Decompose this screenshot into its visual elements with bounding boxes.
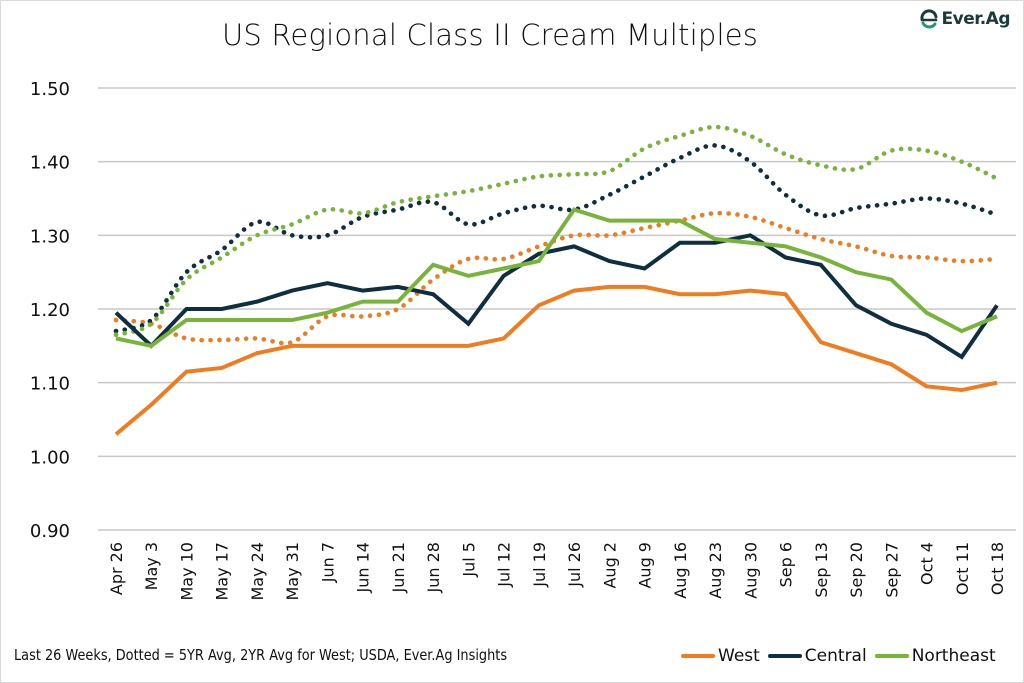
y-tick-label: 1.20 — [30, 300, 70, 321]
x-tick-label: Jun 14 — [354, 542, 373, 593]
x-tick-label: Sep 20 — [847, 542, 866, 598]
x-tick-label: Oct 4 — [918, 542, 937, 585]
x-tick-label: Aug 30 — [741, 542, 760, 599]
y-tick-label: 1.30 — [30, 226, 70, 247]
x-tick-label: Jul 26 — [565, 542, 584, 588]
x-tick-label: Jun 21 — [389, 542, 408, 593]
legend-item-central: Central — [767, 646, 867, 666]
everag-leaf-icon — [920, 9, 938, 29]
series-line-northeast — [115, 207, 998, 348]
y-tick-label: 1.50 — [30, 79, 70, 100]
legend-label-west: West — [718, 646, 760, 666]
brand-logo: Ever.Ag — [919, 9, 1011, 29]
legend-item-northeast: Northeast — [874, 646, 996, 666]
brand-logo-text: Ever.Ag — [941, 9, 1011, 29]
x-tick-label: May 10 — [177, 542, 196, 601]
chart-legend: West Central Northeast — [681, 646, 1004, 666]
x-tick-label: Jun 28 — [424, 542, 443, 593]
x-tick-label: Jul 19 — [530, 542, 549, 588]
x-tick-label: May 24 — [248, 542, 267, 601]
x-tick-label: Jul 12 — [495, 542, 514, 588]
x-tick-label: Oct 18 — [988, 542, 1007, 595]
legend-swatch-west — [681, 654, 715, 658]
x-tick-label: Sep 6 — [777, 542, 796, 587]
y-axis-tick-labels: 0.90 1.00 1.10 1.20 1.30 1.40 1.50 — [30, 79, 70, 542]
chart-title: US Regional Class II Cream Multiples — [221, 18, 759, 52]
y-tick-label: 1.00 — [30, 447, 70, 468]
y-tick-label: 1.40 — [30, 153, 70, 174]
x-tick-label: Jul 5 — [459, 542, 478, 578]
legend-swatch-northeast — [874, 654, 909, 658]
series-line-northeast_avg — [113, 124, 1000, 338]
x-tick-label: Jun 7 — [318, 542, 337, 583]
x-tick-label: May 31 — [283, 542, 302, 601]
legend-swatch-central — [767, 654, 802, 658]
x-tick-label: Sep 27 — [882, 542, 901, 598]
x-tick-label: Aug 9 — [636, 542, 655, 589]
x-tick-label: Aug 2 — [600, 542, 619, 589]
legend-item-west: West — [681, 646, 760, 666]
x-tick-label: Sep 13 — [812, 542, 831, 598]
x-tick-label: Aug 23 — [706, 542, 725, 599]
x-tick-label: Aug 16 — [671, 542, 690, 599]
series-line-central — [114, 233, 999, 360]
series-line-west — [114, 284, 998, 436]
gridlines — [98, 87, 1016, 531]
y-tick-label: 1.10 — [30, 374, 70, 395]
y-tick-label: 0.90 — [30, 521, 70, 542]
x-tick-label: Apr 26 — [107, 542, 126, 595]
x-tick-label: May 17 — [213, 542, 232, 601]
x-tick-label: Oct 11 — [953, 542, 972, 595]
legend-label-northeast: Northeast — [911, 646, 996, 666]
x-tick-label: May 3 — [142, 542, 161, 590]
series-line-central_avg — [113, 143, 1000, 334]
legend-label-central: Central — [804, 646, 867, 666]
x-axis-tick-labels: Apr 26 May 3 May 10 May 17 May 24 May 31 Jun 7… — [107, 542, 1007, 601]
source-note: Last 26 Weeks, Dotted = 5YR Avg, 2YR Avg… — [14, 646, 508, 664]
series-lines — [113, 124, 1000, 436]
